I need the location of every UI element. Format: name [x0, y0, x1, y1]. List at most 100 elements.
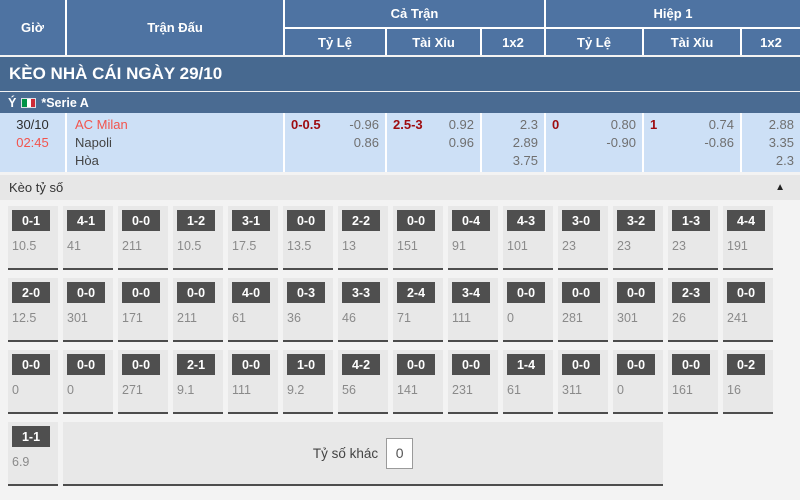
score-odds-cell[interactable]: 4-2 56 [338, 350, 388, 414]
full-time-handicap-cell[interactable]: 0-0.5 -0.96 0.86 [285, 113, 385, 172]
score-label: 0-0 [122, 354, 160, 375]
half-over-odds[interactable]: 0.74 [708, 117, 734, 132]
score-odds-cell[interactable]: 0-2 16 [723, 350, 773, 414]
column-header-time: Giờ [0, 0, 65, 55]
score-label: 3-4 [452, 282, 490, 303]
score-odds-cell[interactable]: 4-1 41 [63, 206, 113, 270]
score-odds-cell[interactable]: 0-0 161 [668, 350, 718, 414]
full-1x2-away-odds[interactable]: 2.89 [512, 135, 538, 150]
score-odds-cell[interactable]: 0-0 211 [118, 206, 168, 270]
full-handicap-away-odds[interactable]: 0.86 [353, 135, 379, 150]
score-odds-cell[interactable]: 4-0 61 [228, 278, 278, 342]
score-odds-cell[interactable]: 0-1 10.5 [8, 206, 58, 270]
score-odds-cell[interactable]: 3-4 111 [448, 278, 498, 342]
score-odds: 111 [232, 383, 252, 397]
score-odds-cell[interactable]: 4-4 191 [723, 206, 773, 270]
score-odds-cell[interactable]: 3-0 23 [558, 206, 608, 270]
score-odds: 17.5 [232, 239, 257, 253]
score-odds-cell[interactable]: 1-1 6.9 [8, 422, 58, 486]
score-label: 1-2 [177, 210, 215, 231]
full-1x2-draw-odds[interactable]: 3.75 [512, 153, 538, 168]
odds-table-header: Giờ Trận Đấu Cả Trận Hiệp 1 Tỷ Lệ Tài Xỉ… [0, 0, 800, 55]
half-time-1x2-cell[interactable]: 2.88 3.35 2.3 [742, 113, 800, 172]
score-label: 1-4 [507, 354, 545, 375]
score-odds-cell[interactable]: 0-0 281 [558, 278, 608, 342]
score-odds-cell[interactable]: 0-3 36 [283, 278, 333, 342]
score-odds-cell[interactable]: 2-1 9.1 [173, 350, 223, 414]
full-time-1x2-cell[interactable]: 2.3 2.89 3.75 [482, 113, 544, 172]
score-odds-cell[interactable]: 3-1 17.5 [228, 206, 278, 270]
score-odds: 91 [452, 239, 466, 253]
full-handicap-home-odds[interactable]: -0.96 [349, 117, 379, 132]
collapse-arrow-icon[interactable]: ▲ [775, 182, 785, 193]
score-odds: 56 [342, 383, 356, 397]
score-odds-cell[interactable]: 0-0 0 [63, 350, 113, 414]
score-odds: 271 [122, 383, 143, 397]
score-odds-cell[interactable]: 0-0 271 [118, 350, 168, 414]
score-odds-cell[interactable]: 0-0 301 [613, 278, 663, 342]
score-label: 0-4 [452, 210, 490, 231]
score-label: 0-0 [122, 210, 160, 231]
score-odds-cell[interactable]: 2-3 26 [668, 278, 718, 342]
score-odds-cell[interactable]: 0-0 0 [613, 350, 663, 414]
group-header-first-half: Hiệp 1 [546, 0, 800, 27]
full-over-odds[interactable]: 0.92 [448, 117, 474, 132]
away-team[interactable]: Napoli [75, 135, 112, 150]
score-odds-cell[interactable]: 0-0 0 [8, 350, 58, 414]
score-odds-cell[interactable]: 0-0 211 [173, 278, 223, 342]
half-time-over-under-cell[interactable]: 1 0.74 -0.86 [644, 113, 740, 172]
half-handicap-home-odds[interactable]: 0.80 [610, 117, 636, 132]
score-odds: 10.5 [177, 239, 202, 253]
half-1x2-away-odds[interactable]: 3.35 [768, 135, 794, 150]
home-team[interactable]: AC Milan [75, 117, 128, 132]
full-time-over-under-cell[interactable]: 2.5-3 0.92 0.96 [387, 113, 480, 172]
score-odds-cell[interactable]: 0-0 13.5 [283, 206, 333, 270]
score-odds-cell[interactable]: 0-4 91 [448, 206, 498, 270]
half-1x2-home-odds[interactable]: 2.88 [768, 117, 794, 132]
score-odds-cell[interactable]: 0-0 311 [558, 350, 608, 414]
score-odds: 6.9 [12, 455, 30, 469]
score-odds: 41 [67, 239, 81, 253]
score-odds-cell[interactable]: 1-3 23 [668, 206, 718, 270]
score-odds: 16 [727, 383, 741, 397]
other-score-cell[interactable]: Tỷ số khác 0 [63, 422, 663, 486]
league-bar[interactable]: Ý *Serie A [0, 92, 800, 113]
score-odds-cell[interactable]: 2-2 13 [338, 206, 388, 270]
score-odds-cell[interactable]: 0-0 151 [393, 206, 443, 270]
score-label: 0-2 [727, 354, 765, 375]
match-teams-cell[interactable]: AC Milan Napoli Hòa [67, 113, 283, 172]
score-label: 0-0 [232, 354, 270, 375]
correct-score-header-bar: Kèo tỷ số ▲ [0, 175, 800, 200]
score-odds-cell[interactable]: 0-0 231 [448, 350, 498, 414]
other-score-odds-box[interactable]: 0 [386, 437, 414, 469]
full-1x2-home-odds[interactable]: 2.3 [519, 117, 538, 132]
score-odds-cell[interactable]: 0-0 171 [118, 278, 168, 342]
half-handicap-away-odds[interactable]: -0.90 [606, 135, 636, 150]
score-label: 0-0 [672, 354, 710, 375]
score-label: 2-1 [177, 354, 215, 375]
full-under-odds[interactable]: 0.96 [448, 135, 474, 150]
score-odds-cell[interactable]: 3-2 23 [613, 206, 663, 270]
score-odds-cell[interactable]: 1-4 61 [503, 350, 553, 414]
score-odds-cell[interactable]: 2-0 12.5 [8, 278, 58, 342]
score-odds-cell[interactable]: 0-0 141 [393, 350, 443, 414]
score-odds-cell[interactable]: 0-0 0 [503, 278, 553, 342]
score-odds-cell[interactable]: 3-3 46 [338, 278, 388, 342]
subheader-full-handicap: Tỷ Lệ [285, 29, 385, 55]
score-odds-cell[interactable]: 1-2 10.5 [173, 206, 223, 270]
score-odds-cell[interactable]: 4-3 101 [503, 206, 553, 270]
subheader-half-handicap: Tỷ Lệ [546, 29, 642, 55]
score-odds-cell[interactable]: 0-0 241 [723, 278, 773, 342]
half-1x2-draw-odds[interactable]: 2.3 [775, 153, 794, 168]
half-under-odds[interactable]: -0.86 [704, 135, 734, 150]
draw-label: Hòa [75, 153, 99, 168]
score-odds-cell[interactable]: 1-0 9.2 [283, 350, 333, 414]
half-time-handicap-cell[interactable]: 0 0.80 -0.90 [546, 113, 642, 172]
score-label: 2-4 [397, 282, 435, 303]
score-odds-cell[interactable]: 0-0 301 [63, 278, 113, 342]
score-label: 4-0 [232, 282, 270, 303]
score-odds-cell[interactable]: 2-4 71 [393, 278, 443, 342]
score-label: 0-1 [12, 210, 50, 231]
score-odds-cell[interactable]: 0-0 111 [228, 350, 278, 414]
